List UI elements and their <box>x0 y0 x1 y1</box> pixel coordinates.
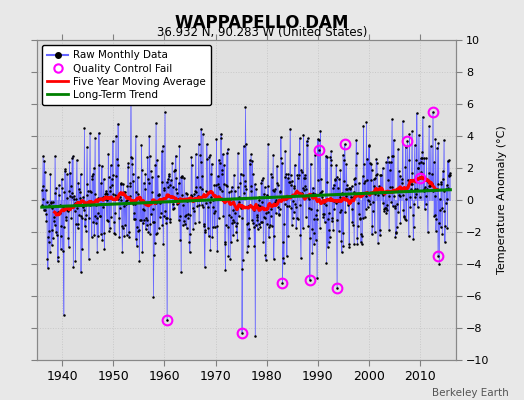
Text: 36.932 N, 90.283 W (United States): 36.932 N, 90.283 W (United States) <box>157 26 367 39</box>
Y-axis label: Temperature Anomaly (°C): Temperature Anomaly (°C) <box>497 126 507 274</box>
Legend: Raw Monthly Data, Quality Control Fail, Five Year Moving Average, Long-Term Tren: Raw Monthly Data, Quality Control Fail, … <box>42 45 211 105</box>
Text: Berkeley Earth: Berkeley Earth <box>432 388 508 398</box>
Text: WAPPAPELLO DAM: WAPPAPELLO DAM <box>176 14 348 32</box>
